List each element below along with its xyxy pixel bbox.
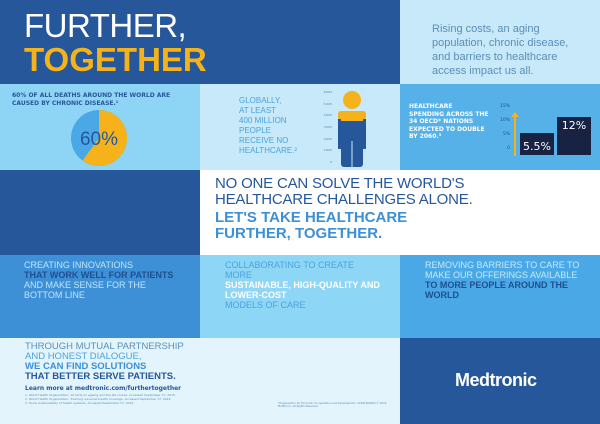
footnotes: 1. World Health Organization. 10 facts o… <box>25 393 375 406</box>
pillar-access: REMOVING BARRIERS TO CARE TO MAKE OUR OF… <box>400 255 600 338</box>
arrow-up-icon <box>511 112 519 156</box>
oecd-panel: HEALTHCARE SPENDING ACROSS THE 34 OECD* … <box>400 84 600 170</box>
deaths-panel: 60% OF ALL DEATHS AROUND THE WORLD ARE C… <box>0 84 200 170</box>
pillar-innovation: CREATING INNOVATIONS THAT WORK WELL FOR P… <box>0 255 200 338</box>
pie-slice-60 <box>82 110 127 166</box>
global-text: GLOBALLY, AT LEAST 400 MILLION PEOPLE RECEI… <box>239 96 298 155</box>
global-panel: GLOBALLY, AT LEAST 400 MILLION PEOPLE RECEI… <box>200 84 400 170</box>
closing-line-4: THAT BETTER SERVE PATIENTS. <box>25 371 176 382</box>
brand-panel: Medtronic <box>400 338 600 424</box>
message-line-4: FURTHER, TOGETHER. <box>215 225 383 242</box>
legal-note: *Organisation for Economic Co-operation … <box>278 402 387 409</box>
pie-label: 60% <box>80 129 118 150</box>
deaths-caption: 60% OF ALL DEATHS AROUND THE WORLD ARE C… <box>12 92 171 107</box>
message-line-1: NO ONE CAN SOLVE THE WORLD'S <box>215 175 465 192</box>
title-panel: FURTHER, TOGETHER <box>0 0 400 84</box>
oecd-caption: HEALTHCARE SPENDING ACROSS THE 34 OECD* … <box>409 103 489 140</box>
title-line-2: TOGETHER <box>24 41 207 78</box>
learn-more-link[interactable]: Learn more at medtronic.com/furthertoget… <box>25 385 182 392</box>
bar-2060: 12% <box>557 117 591 155</box>
closing-line-3: WE CAN FIND SOLUTIONS <box>25 361 147 372</box>
title-line-1: FURTHER, <box>24 7 187 44</box>
oecd-axis: 15% 10% 5% 0 <box>499 104 510 151</box>
closing-line-2: AND HONEST DIALOGUE, <box>25 351 142 362</box>
person-icon <box>338 91 366 167</box>
footnote-3: 3. Fiscal sustainability of health syste… <box>25 400 135 405</box>
footnote-2: 2. World Health Organization. Tracking u… <box>25 397 172 402</box>
message-panel: NO ONE CAN SOLVE THE WORLD'S HEALTHCARE … <box>200 170 600 255</box>
person-axis: 600M 500M 400M 300M 200M 100M 0 <box>323 90 332 164</box>
message-line-2: HEALTHCARE CHALLENGES ALONE. <box>215 191 473 208</box>
medtronic-logo: Medtronic <box>455 370 537 390</box>
pillar-collaboration: COLLABORATING TO CREATE MORE SUSTAINABLE,… <box>200 255 400 338</box>
decorative-block <box>0 170 200 255</box>
bar-2015: 5.5% <box>520 132 554 155</box>
footnote-1: 1. World Health Organization. 10 facts o… <box>25 393 176 398</box>
intro-text: Rising costs, an aging population, chron… <box>400 0 600 84</box>
closing-line-1: THROUGH MUTUAL PARTNERSHIP <box>25 341 184 352</box>
pie-chart: 60% <box>71 110 127 166</box>
closing-panel: THROUGH MUTUAL PARTNERSHIP AND HONEST DI… <box>0 338 400 424</box>
message-line-3: LET'S TAKE HEALTHCARE <box>215 209 408 226</box>
